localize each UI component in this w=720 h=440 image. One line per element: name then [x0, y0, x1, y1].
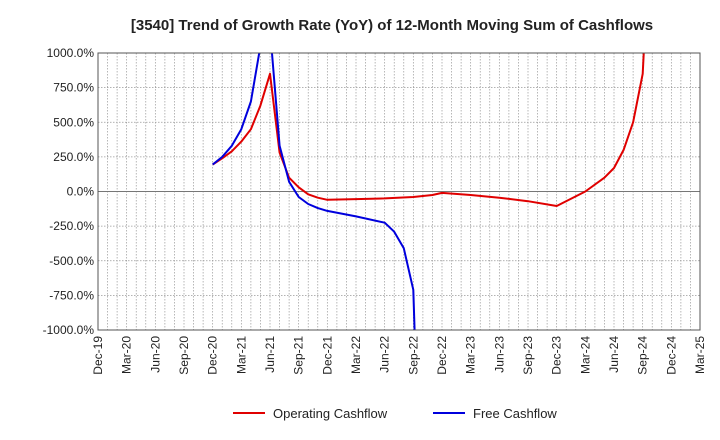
x-tick-label: Jun-22	[378, 336, 392, 373]
grid	[97, 52, 701, 331]
y-tick-label: -1000.0%	[43, 323, 95, 337]
x-tick-label: Mar-20	[120, 336, 134, 374]
x-tick-label: Jun-23	[492, 336, 506, 373]
x-tick-label: Sep-24	[636, 336, 650, 375]
y-tick-label: 750.0%	[53, 81, 94, 95]
x-tick-label: Dec-22	[435, 336, 449, 375]
legend-label-operating-cashflow: Operating Cashflow	[273, 406, 388, 421]
x-tick-label: Dec-23	[550, 336, 564, 375]
x-tick-label: Mar-24	[578, 336, 592, 374]
chart-title: [3540] Trend of Growth Rate (YoY) of 12-…	[131, 17, 653, 34]
y-tick-label: 500.0%	[53, 115, 94, 129]
y-tick-label: 0.0%	[67, 185, 95, 199]
series-line-free-cashflow	[212, 53, 416, 330]
x-tick-label: Jun-21	[263, 336, 277, 373]
y-axis: 1000.0% 750.0% 500.0% 250.0% 0.0% -250.0% -500…	[43, 46, 95, 337]
x-tick-label: Sep-23	[521, 336, 535, 375]
x-axis: Dec-19 Mar-20 Jun-20 Sep-20 Dec-20 Mar-21 Jun-…	[91, 336, 707, 375]
series-layer	[212, 53, 645, 330]
x-tick-label: Dec-20	[206, 336, 220, 375]
x-tick-label: Sep-21	[292, 336, 306, 375]
x-tick-label: Sep-20	[177, 336, 191, 375]
x-tick-label: Jun-20	[148, 336, 162, 373]
y-tick-label: 250.0%	[53, 150, 94, 164]
plot-frame	[97, 52, 701, 331]
series-line-operating-cashflow	[212, 53, 645, 207]
legend-label-free-cashflow: Free Cashflow	[473, 406, 557, 421]
x-tick-label: Sep-22	[406, 336, 420, 375]
x-tick-label: Dec-19	[91, 336, 105, 375]
x-tick-label: Jun-24	[607, 336, 621, 373]
x-tick-label: Dec-21	[320, 336, 334, 375]
legend: Operating Cashflow Free Cashflow	[233, 406, 557, 421]
x-tick-label: Dec-24	[664, 336, 678, 375]
x-tick-label: Mar-21	[234, 336, 248, 374]
x-tick-label: Mar-22	[349, 336, 363, 374]
x-tick-label: Mar-25	[693, 336, 707, 374]
y-tick-label: -750.0%	[49, 288, 94, 302]
y-tick-label: -250.0%	[49, 219, 94, 233]
y-tick-label: 1000.0%	[47, 46, 95, 60]
x-tick-label: Mar-23	[464, 336, 478, 374]
y-tick-label: -500.0%	[49, 254, 94, 268]
